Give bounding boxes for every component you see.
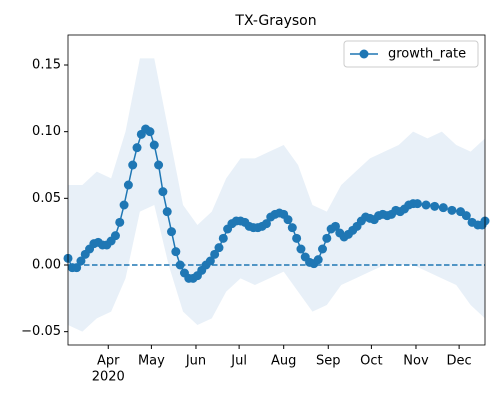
marker <box>296 244 306 254</box>
marker <box>421 200 431 210</box>
marker <box>154 160 164 170</box>
x-tick-label: Jul <box>230 354 247 369</box>
marker <box>110 231 120 241</box>
marker <box>205 256 215 266</box>
x-year-label: 2020 <box>92 370 125 385</box>
x-tick-label: Aug <box>271 354 296 369</box>
marker <box>412 199 422 209</box>
legend-box <box>343 40 479 68</box>
marker <box>167 227 177 237</box>
marker <box>76 256 86 266</box>
x-tick-label: Sep <box>316 354 341 369</box>
marker <box>123 180 133 190</box>
marker <box>318 244 328 254</box>
marker <box>158 187 168 197</box>
marker <box>313 255 323 265</box>
legend-marker <box>359 49 369 59</box>
x-tick-label: Jun <box>185 354 206 369</box>
y-tick-label: −0.05 <box>21 324 61 339</box>
marker <box>72 263 82 273</box>
marker <box>115 217 125 227</box>
marker <box>461 211 471 221</box>
x-tick-label: May <box>138 354 165 369</box>
chart-title: TX-Grayson <box>234 13 316 29</box>
marker <box>132 143 142 153</box>
marker <box>287 223 297 233</box>
marker <box>210 249 220 259</box>
x-tick-label: Dec <box>447 354 472 369</box>
marker <box>214 243 224 253</box>
legend: growth_rate <box>343 40 479 68</box>
marker <box>162 207 172 217</box>
x-tick-label: Apr <box>97 354 120 369</box>
marker <box>438 203 448 213</box>
marker <box>292 233 302 243</box>
y-tick-label: 0.05 <box>32 191 61 206</box>
y-tick-label: 0.00 <box>32 258 61 273</box>
legend-label: growth_rate <box>388 47 466 62</box>
marker <box>171 247 181 257</box>
plot-frame <box>67 34 486 346</box>
marker <box>447 205 457 215</box>
marker <box>261 219 271 229</box>
marker <box>119 200 129 210</box>
marker <box>149 140 159 150</box>
x-tick-label: Oct <box>360 354 382 369</box>
marker <box>145 127 155 137</box>
y-tick-label: 0.10 <box>32 124 61 139</box>
confidence-band <box>68 58 485 332</box>
marker <box>283 215 293 225</box>
marker <box>175 260 185 270</box>
x-tick-label: Nov <box>403 354 429 369</box>
marker <box>322 233 332 243</box>
marker <box>430 201 440 211</box>
marker <box>128 160 138 170</box>
marker <box>330 221 340 231</box>
y-tick-label: 0.15 <box>32 58 61 73</box>
marker <box>218 233 228 243</box>
